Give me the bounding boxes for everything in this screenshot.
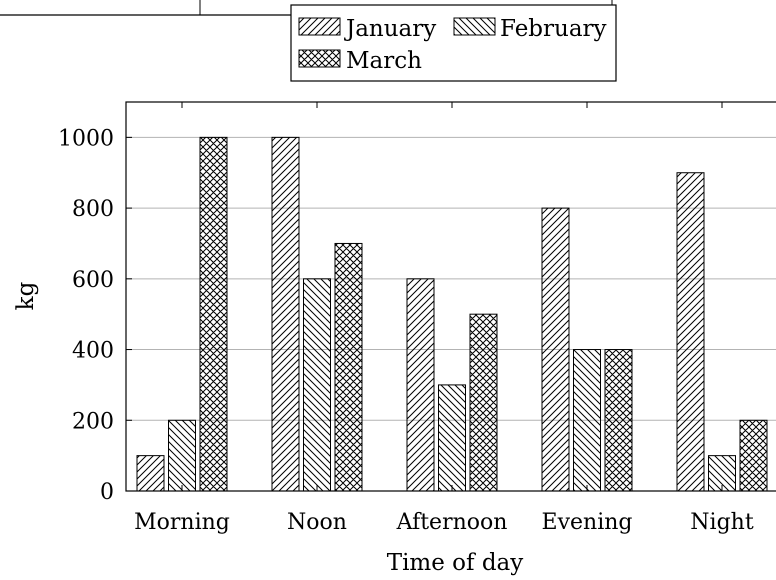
bar-february-noon <box>303 278 331 492</box>
x-ticks: Morning Noon Afternoon Evening Night <box>134 102 754 535</box>
legend-swatch-march <box>298 49 341 68</box>
bar-february-evening <box>573 349 601 492</box>
x-tick-label: Night <box>690 510 754 535</box>
bar-march-morning <box>199 136 228 492</box>
legend-label-january: January <box>344 16 436 42</box>
x-tick-label: Afternoon <box>396 510 508 535</box>
plot-frame <box>125 101 776 492</box>
bar-march-noon <box>334 242 363 492</box>
y-tick-label: 400 <box>72 339 114 364</box>
y-tick-label: 800 <box>72 197 114 222</box>
legend-swatch-january <box>298 17 341 36</box>
bar-january-noon <box>271 136 300 492</box>
bar-january-afternoon <box>406 278 435 492</box>
bar-january-night <box>676 172 705 492</box>
y-tick-label: 1000 <box>58 126 114 151</box>
bars-group <box>136 136 768 492</box>
x-tick-label: Noon <box>287 510 347 535</box>
bar-january-evening <box>541 207 570 492</box>
x-axis-title: Time of day <box>387 550 524 576</box>
y-tick-label: 600 <box>72 268 114 293</box>
legend-label-february: February <box>500 16 607 42</box>
bar-january-morning <box>136 455 165 492</box>
y-tick-label: 0 <box>100 480 114 505</box>
y-tick-label: 200 <box>72 409 114 434</box>
bar-march-afternoon <box>469 313 498 492</box>
grid-lines <box>126 136 776 421</box>
y-axis-title: kg <box>13 281 39 310</box>
legend-swatch-february <box>453 17 496 36</box>
bar-february-morning <box>168 419 196 492</box>
bar-march-evening <box>604 349 633 492</box>
bar-february-afternoon <box>438 384 466 492</box>
x-tick-label: Evening <box>542 510 633 535</box>
legend: January February March <box>290 4 617 82</box>
bar-march-night <box>739 419 768 492</box>
x-tick-label: Morning <box>134 510 230 535</box>
y-ticks: 0 200 400 600 800 1000 <box>58 126 132 505</box>
legend-label-march: March <box>346 48 422 74</box>
